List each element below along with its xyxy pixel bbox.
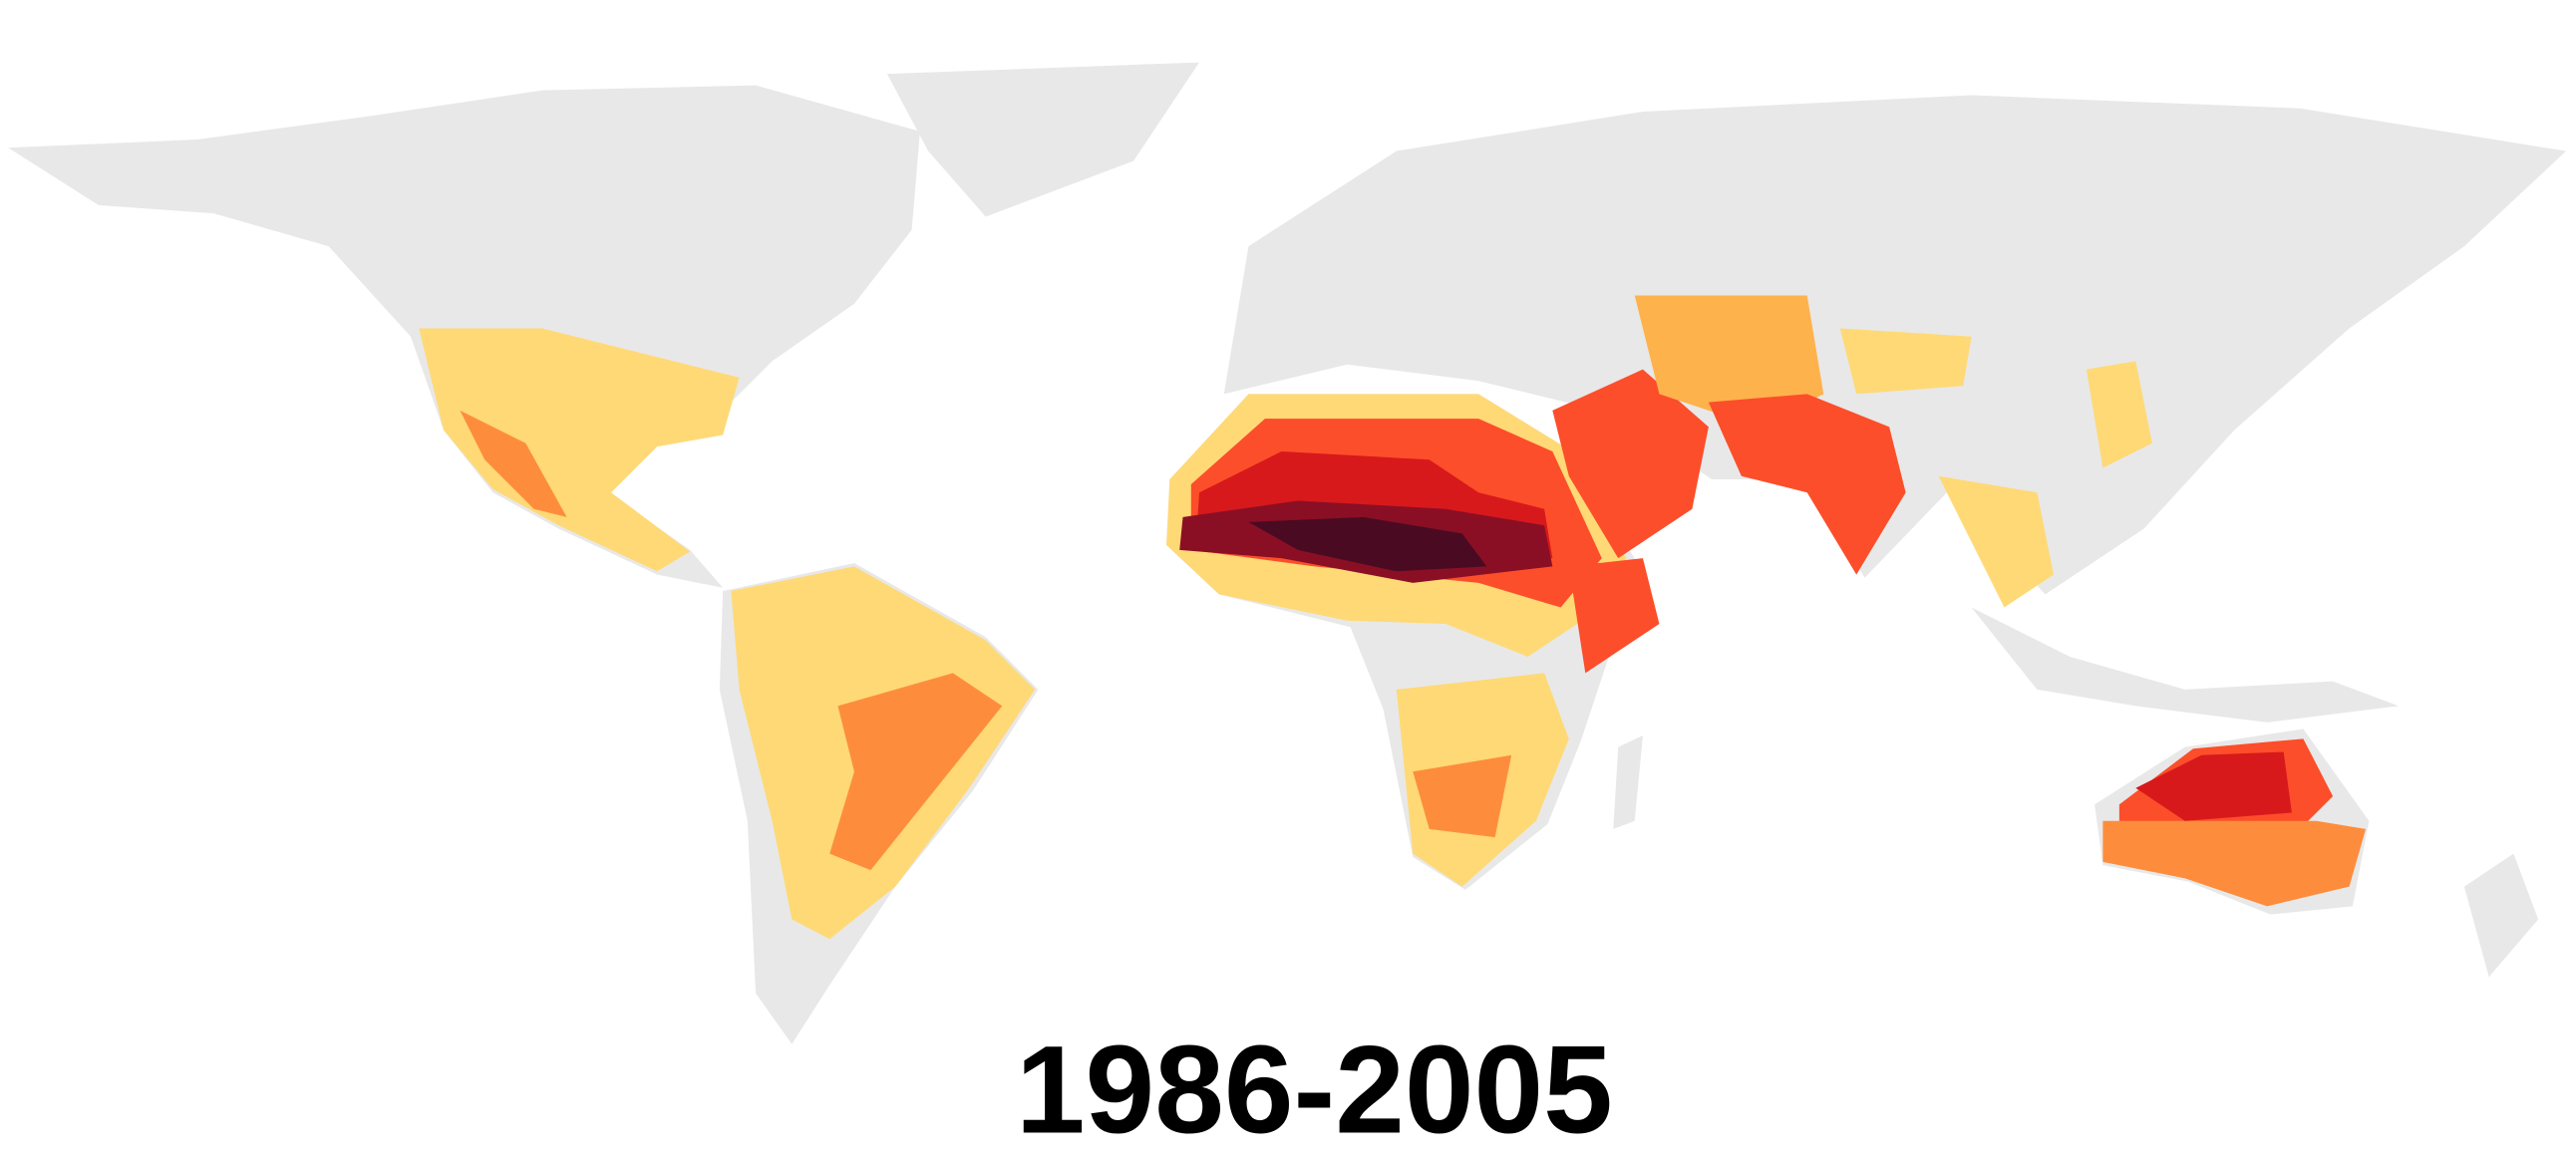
heat-overlay <box>419 295 2367 940</box>
period-title: 1986-2005 <box>1016 1020 1613 1160</box>
